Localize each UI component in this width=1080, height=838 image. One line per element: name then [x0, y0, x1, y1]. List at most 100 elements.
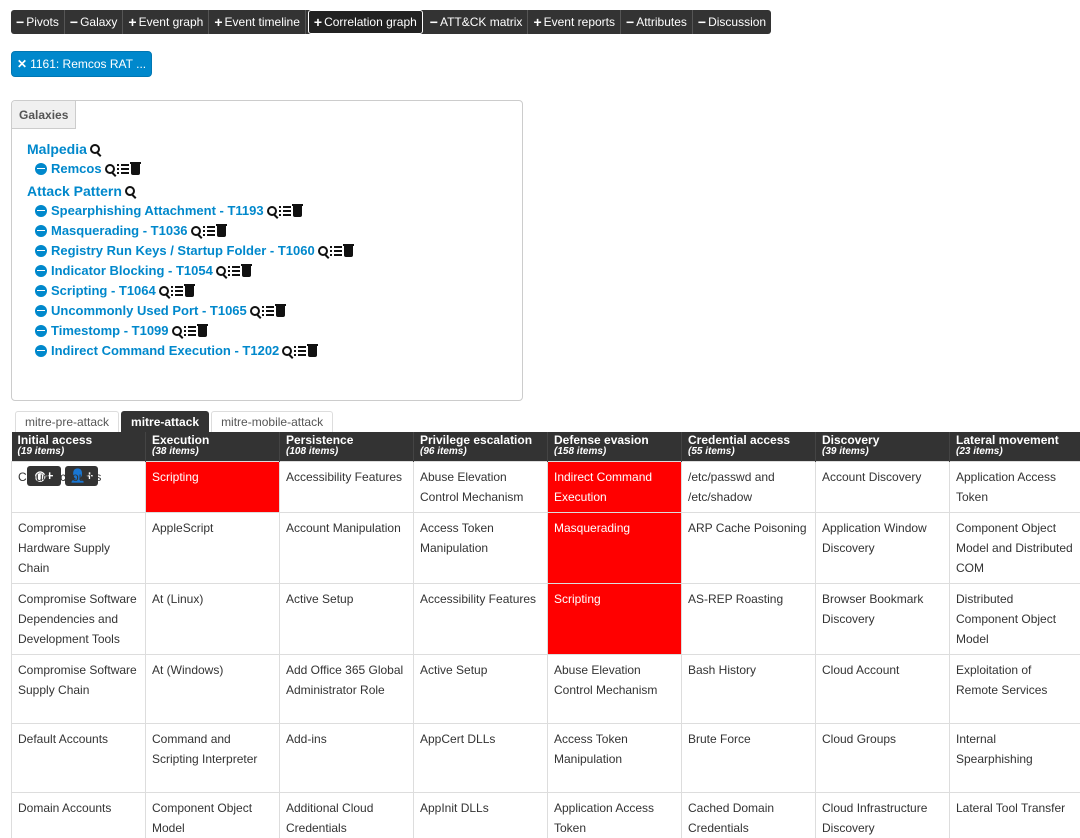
trash-icon[interactable] [240, 264, 252, 277]
galaxy-cluster-item[interactable]: Timestomp - T1099 [35, 323, 208, 338]
list-icon[interactable] [183, 325, 196, 336]
matrix-cell[interactable]: Accessibility Features [413, 582, 548, 655]
matrix-cell[interactable]: Component Object Model [145, 791, 280, 838]
search-icon[interactable] [282, 345, 293, 356]
list-icon[interactable] [261, 305, 274, 316]
search-icon[interactable] [124, 186, 135, 196]
search-icon[interactable] [158, 285, 169, 296]
matrix-cell[interactable]: Application Access Token [547, 791, 682, 838]
toolbar-att-ck-matrix-button[interactable]: − ATT&CK matrix [425, 10, 529, 34]
cluster-label[interactable]: Remcos [51, 161, 102, 176]
matrix-cell[interactable]: Exploitation of Remote Services [949, 653, 1080, 724]
list-icon[interactable] [202, 225, 215, 236]
search-icon[interactable] [89, 144, 100, 154]
matrix-cell[interactable]: Add-ins [279, 722, 414, 793]
matrix-cell[interactable]: Compromise Software Supply Chain [11, 653, 146, 724]
toolbar-correlation-graph-button[interactable]: + Correlation graph [307, 10, 423, 34]
list-icon[interactable] [227, 265, 240, 276]
galaxy-cluster-item[interactable]: Masquerading - T1036 [35, 223, 227, 238]
galaxy-title[interactable]: Attack Pattern [27, 183, 135, 199]
list-icon[interactable] [116, 163, 129, 174]
matrix-cell[interactable]: Domain Accounts [11, 791, 146, 838]
matrix-cell[interactable]: Compromise Hardware Supply Chain [11, 511, 146, 584]
matrix-cell[interactable]: Bash History [681, 653, 816, 724]
trash-icon[interactable] [307, 344, 319, 357]
matrix-cell[interactable]: AppCert DLLs [413, 722, 548, 793]
galaxy-cluster-item[interactable]: Scripting - T1064 [35, 283, 195, 298]
search-icon[interactable] [171, 325, 182, 336]
list-icon[interactable] [294, 345, 307, 356]
trash-icon[interactable] [129, 162, 141, 175]
matrix-cell[interactable]: Scripting [547, 582, 682, 655]
matrix-cell[interactable]: Browser Bookmark Discovery [815, 582, 950, 655]
matrix-cell[interactable]: Cloud Account [815, 653, 950, 724]
galaxy-cluster-item[interactable]: Indirect Command Execution - T1202 [35, 343, 319, 358]
trash-icon[interactable] [196, 324, 208, 337]
galaxy-title[interactable]: Malpedia [27, 141, 100, 157]
cluster-label[interactable]: Scripting - T1064 [51, 283, 156, 298]
matrix-cell[interactable]: Scripting [145, 460, 280, 513]
matrix-cell[interactable]: Default Accounts [11, 722, 146, 793]
cluster-label[interactable]: Timestomp - T1099 [51, 323, 169, 338]
cluster-label[interactable]: Indicator Blocking - T1054 [51, 263, 213, 278]
matrix-cell[interactable]: AppleScript [145, 511, 280, 584]
matrix-cell[interactable]: Masquerading [547, 511, 682, 584]
galaxy-cluster-item[interactable]: Remcos [35, 161, 141, 176]
matrix-cell[interactable]: Accessibility Features [279, 460, 414, 513]
toolbar-attributes-button[interactable]: − Attributes [621, 10, 693, 34]
matrix-cell[interactable]: Account Manipulation [279, 511, 414, 584]
tab-mitre-pre-attack[interactable]: mitre-pre-attack [15, 411, 120, 432]
pivot-pill[interactable]: ✕ 1161: Remcos RAT ... [11, 51, 152, 77]
tab-mitre-mobile-attack[interactable]: mitre-mobile-attack [211, 411, 334, 432]
trash-icon[interactable] [291, 204, 303, 217]
matrix-cell[interactable]: At (Windows) [145, 653, 280, 724]
galaxy-cluster-item[interactable]: Indicator Blocking - T1054 [35, 263, 252, 278]
search-icon[interactable] [190, 225, 201, 236]
matrix-cell[interactable]: Distributed Component Object Model [949, 582, 1080, 655]
matrix-cell[interactable]: Additional Cloud Credentials [279, 791, 414, 838]
trash-icon[interactable] [342, 244, 354, 257]
cluster-label[interactable]: Spearphishing Attachment - T1193 [51, 203, 264, 218]
search-icon[interactable] [215, 265, 226, 276]
matrix-cell[interactable]: AS-REP Roasting [681, 582, 816, 655]
toolbar-galaxy-button[interactable]: − Galaxy [65, 10, 124, 34]
matrix-cell[interactable]: Abuse Elevation Control Mechanism [413, 460, 548, 513]
galaxy-cluster-item[interactable]: Spearphishing Attachment - T1193 [35, 203, 303, 218]
galaxy-cluster-item[interactable]: Registry Run Keys / Startup Folder - T10… [35, 243, 354, 258]
trash-icon[interactable] [183, 284, 195, 297]
matrix-cell[interactable]: Cloud Groups [815, 722, 950, 793]
matrix-cell[interactable]: Active Setup [413, 653, 548, 724]
search-icon[interactable] [249, 305, 260, 316]
matrix-cell[interactable]: Indirect Command Execution [547, 460, 682, 513]
matrix-cell[interactable]: Access Token Manipulation [547, 722, 682, 793]
matrix-cell[interactable]: Component Object Model and Distributed C… [949, 511, 1080, 584]
matrix-cell[interactable]: Application Window Discovery [815, 511, 950, 584]
matrix-cell[interactable]: Access Token Manipulation [413, 511, 548, 584]
matrix-cell[interactable]: Cloud Infrastructure Discovery [815, 791, 950, 838]
search-icon[interactable] [266, 205, 277, 216]
matrix-cell[interactable]: ARP Cache Poisoning [681, 511, 816, 584]
trash-icon[interactable] [274, 304, 286, 317]
tab-mitre-attack[interactable]: mitre-attack [121, 411, 210, 432]
matrix-cell[interactable]: Abuse Elevation Control Mechanism [547, 653, 682, 724]
cluster-label[interactable]: Registry Run Keys / Startup Folder - T10… [51, 243, 315, 258]
matrix-cell[interactable]: AppInit DLLs [413, 791, 548, 838]
toolbar-event-reports-button[interactable]: + Event reports [528, 10, 621, 34]
close-icon[interactable]: ✕ [17, 57, 28, 71]
matrix-cell[interactable]: Active Setup [279, 582, 414, 655]
cluster-label[interactable]: Uncommonly Used Port - T1065 [51, 303, 247, 318]
matrix-cell[interactable]: Cached Domain Credentials [681, 791, 816, 838]
list-icon[interactable] [170, 285, 183, 296]
matrix-cell[interactable]: Compromise Software Dependencies and Dev… [11, 582, 146, 655]
matrix-cell[interactable]: Command and Scripting Interpreter [145, 722, 280, 793]
matrix-cell[interactable]: Application Access Token [949, 460, 1080, 513]
matrix-cell[interactable]: Brute Force [681, 722, 816, 793]
search-icon[interactable] [104, 163, 115, 174]
galaxy-cluster-item[interactable]: Uncommonly Used Port - T1065 [35, 303, 286, 318]
trash-icon[interactable] [215, 224, 227, 237]
toolbar-pivots-button[interactable]: − Pivots [11, 10, 65, 34]
cluster-label[interactable]: Indirect Command Execution - T1202 [51, 343, 280, 358]
matrix-cell[interactable]: Add Office 365 Global Administrator Role [279, 653, 414, 724]
matrix-cell[interactable]: Internal Spearphishing [949, 722, 1080, 793]
matrix-cell[interactable]: Lateral Tool Transfer [949, 791, 1080, 838]
